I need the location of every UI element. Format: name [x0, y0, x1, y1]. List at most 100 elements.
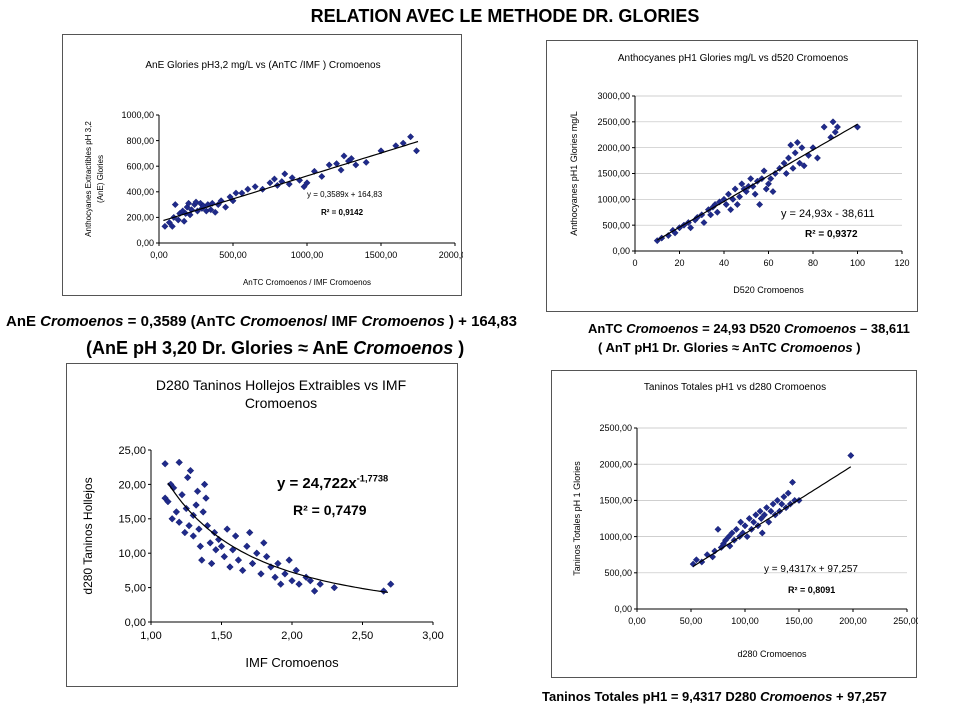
data-point	[180, 217, 188, 225]
data-point	[700, 219, 708, 227]
x-axis-label: AnTC Cromoenos / IMF Cromoenos	[243, 278, 371, 287]
data-point	[285, 556, 293, 564]
data-point	[183, 473, 192, 482]
data-point	[780, 493, 788, 501]
y-tick-label: 1000,00	[597, 194, 630, 204]
x-tick-label: 40	[719, 258, 729, 268]
data-point	[767, 507, 775, 515]
data-point	[831, 128, 839, 136]
page-title: RELATION AVEC LE METHODE DR. GLORIES	[310, 6, 700, 26]
data-point	[763, 504, 771, 512]
x-tick-label: 60	[763, 258, 773, 268]
y-tick-label: 15,00	[118, 514, 146, 526]
data-point	[725, 533, 733, 541]
data-point	[248, 559, 257, 568]
data-point	[738, 180, 746, 188]
data-point	[253, 549, 261, 557]
data-point	[217, 542, 226, 551]
data-point	[243, 542, 251, 551]
y-tick-label: 2500,00	[597, 117, 630, 127]
data-point	[231, 532, 240, 540]
data-point	[809, 144, 817, 152]
x-tick-label: 1000,00	[291, 250, 324, 260]
x-tick-label: 0,00	[150, 250, 168, 260]
chart-panel-d280-taninos-hollejos: D280 Taninos Hollejos Extraibles vs IMF C…	[66, 363, 458, 687]
data-point	[185, 199, 193, 207]
y-tick-label: 10,00	[118, 548, 146, 560]
x-tick-label: 0,00	[628, 616, 646, 626]
data-point	[270, 175, 278, 183]
caption-ane-equation: AnE Cromoenos = 0,3589 (AnTC Cromoenos/ …	[6, 313, 517, 330]
data-point	[182, 504, 190, 513]
data-point	[251, 183, 259, 191]
data-point	[798, 144, 806, 152]
data-point	[692, 556, 700, 564]
y-tick-label: 500,00	[604, 568, 632, 578]
data-point	[773, 496, 781, 504]
r-squared-label: R² = 0,7479	[293, 502, 367, 518]
data-point	[199, 508, 207, 516]
data-point	[769, 500, 777, 508]
chart-panel-ane-glories: AnE Glories pH3,2 mg/L vs (AnTC /IMF ) C…	[62, 34, 463, 296]
trend-line	[657, 123, 858, 241]
data-point	[200, 480, 209, 489]
data-point	[172, 508, 181, 516]
x-tick-label: 1,00	[140, 630, 161, 642]
data-point	[234, 556, 243, 564]
data-point	[736, 193, 744, 201]
data-point	[765, 180, 772, 188]
y-tick-label: 20,00	[118, 479, 146, 491]
x-tick-label: 150,00	[785, 616, 813, 626]
data-point	[198, 556, 206, 564]
data-point	[206, 539, 214, 547]
x-tick-label: 120	[894, 258, 909, 268]
x-tick-label: 20	[674, 258, 684, 268]
data-point	[784, 489, 792, 497]
data-point	[751, 190, 759, 198]
caption-ant-approx: ( AnT pH1 Dr. Glories ≈ AnTC Cromoenos )	[598, 340, 861, 355]
y-tick-label: 2500,00	[599, 423, 632, 433]
data-point	[337, 166, 345, 174]
data-point	[316, 580, 324, 588]
data-point	[174, 216, 182, 224]
data-point	[756, 507, 764, 515]
data-point	[171, 201, 179, 209]
data-point	[747, 175, 755, 183]
data-point	[778, 500, 786, 508]
data-point	[274, 559, 282, 568]
y-tick-label: 3000,00	[597, 91, 630, 101]
data-point	[222, 203, 230, 211]
data-point	[161, 460, 169, 468]
data-point	[769, 188, 777, 196]
x-axis-label: d280 Cromoenos	[737, 649, 807, 659]
data-point	[737, 518, 745, 526]
chart-ane-glories: AnE Glories pH3,2 mg/L vs (AnTC /IMF ) C…	[84, 60, 463, 287]
chart-d280-taninos-hollejos: D280 Taninos Hollejos Extraibles vs IMF C…	[81, 377, 444, 670]
data-point	[722, 201, 730, 208]
y-axis-label: Anthocyanes pH1 Glories mg/L	[569, 111, 579, 236]
y-tick-label: 400,00	[126, 187, 154, 197]
data-point	[161, 222, 169, 230]
data-point	[407, 133, 415, 141]
data-point	[789, 478, 797, 486]
data-point	[318, 172, 326, 180]
data-point	[306, 577, 315, 585]
x-tick-label: 200,00	[839, 616, 867, 626]
data-point	[762, 185, 770, 193]
r-squared-label: R² = 0,8091	[788, 585, 835, 595]
data-point	[189, 532, 197, 540]
data-point	[288, 577, 296, 585]
data-point	[750, 518, 758, 526]
data-point	[731, 185, 739, 193]
data-point	[257, 570, 265, 578]
data-point	[847, 452, 855, 459]
data-point	[271, 573, 279, 581]
data-point	[689, 560, 697, 568]
data-point	[741, 522, 749, 530]
data-point	[340, 152, 348, 160]
y-tick-label: 0,00	[125, 617, 146, 629]
data-point	[362, 158, 370, 166]
data-point	[711, 547, 719, 555]
data-point	[181, 528, 189, 537]
chart-title: Taninos Totales pH1 vs d280 Cromoenos	[644, 382, 826, 393]
